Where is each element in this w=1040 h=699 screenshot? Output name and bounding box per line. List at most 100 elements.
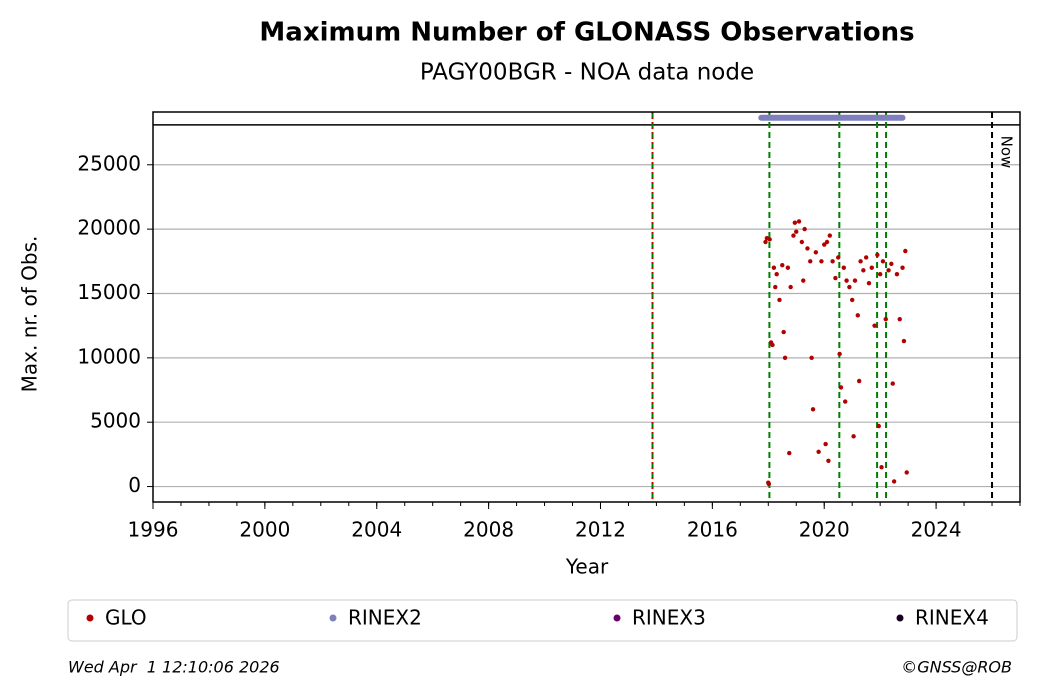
data-point [767,237,772,242]
legend-marker [613,614,621,622]
data-point [866,280,872,286]
x-tick-label: 2016 [687,518,738,542]
x-tick-label: 2020 [799,518,850,542]
x-tick-label: 2008 [463,518,514,542]
data-point [875,252,880,258]
chart-title: Maximum Number of GLONASS Observations [259,18,914,48]
data-point [822,242,827,247]
data-point [833,275,838,281]
footer-right: ©GNSS@ROB [901,658,1012,677]
data-point [901,338,907,344]
data-point [774,271,779,277]
data-point [876,423,881,429]
data-point [780,262,785,268]
legend-label: RINEX3 [632,606,706,630]
data-point [796,219,802,224]
legend-label: RINEX4 [915,606,989,630]
y-tick-label: 25000 [77,151,141,175]
data-point [810,407,816,412]
data-point [851,434,856,439]
x-tick-label: 2024 [911,518,962,542]
data-point [782,355,788,361]
data-point [837,351,842,357]
y-tick-label: 10000 [77,344,141,368]
data-point [861,268,866,273]
data-point [852,278,858,283]
data-point [771,265,777,270]
data-point [844,278,849,283]
data-point [826,458,831,464]
data-point [794,229,799,234]
data-point [792,220,798,225]
data-point [763,239,768,245]
data-point [847,284,852,290]
x-tick-label: 2000 [239,518,290,542]
data-point [890,381,895,386]
data-point [869,265,874,270]
data-point [808,259,813,264]
data-point [879,465,884,470]
x-axis-label: Year [565,555,609,579]
data-point [838,385,844,390]
data-point [858,259,863,264]
data-point [891,479,897,484]
data-point [770,342,775,348]
data-point [824,239,830,245]
now-label: Now [998,136,1016,169]
y-axis-label: Max. nr. of Obs. [18,236,42,393]
data-point [766,481,772,487]
data-point [788,284,793,290]
data-point [823,441,828,447]
chart-subtitle: PAGY00BGR - NOA data node [420,60,754,86]
data-point [813,250,819,255]
data-point [785,265,791,270]
legend-label: GLO [105,606,147,630]
legend-marker [86,614,94,622]
data-point [816,449,821,455]
data-point [889,261,894,267]
data-point [849,297,855,303]
data-point [904,470,909,475]
plot-frame [152,111,1021,503]
y-tick-label: 0 [128,473,141,497]
legend-marker [896,614,904,622]
data-point [819,259,824,264]
data-point [855,313,860,318]
y-tick-label: 20000 [77,216,141,240]
data-point [802,226,807,232]
data-point [886,268,891,273]
y-tick-label: 5000 [90,409,141,433]
data-point [791,233,796,238]
x-tick-label: 2012 [575,518,626,542]
data-point [827,233,833,238]
y-tick-label: 15000 [77,280,141,304]
data-point [877,271,883,277]
data-point [787,450,792,456]
data-point [809,355,814,361]
data-point [897,317,902,322]
data-point [903,248,908,254]
data-point [880,259,886,264]
data-point [801,278,806,283]
legend-marker [329,614,337,622]
footer-left: Wed Apr 1 12:10:06 2026 [68,658,280,677]
legend-label: RINEX2 [348,606,422,630]
data-point [894,271,900,277]
data-point [773,284,778,290]
data-point [900,265,905,270]
data-point [799,239,805,245]
data-point [836,255,841,260]
data-point [863,255,869,260]
x-tick-label: 2004 [351,518,402,542]
data-point [843,399,848,404]
data-point [872,323,877,328]
data-point [781,329,786,335]
data-point [883,317,888,322]
x-tick-label: 1996 [128,518,179,542]
data-point [805,246,810,251]
data-point [830,259,835,264]
data-point [856,378,862,384]
data-point [777,297,782,303]
legend-box [67,599,1018,642]
